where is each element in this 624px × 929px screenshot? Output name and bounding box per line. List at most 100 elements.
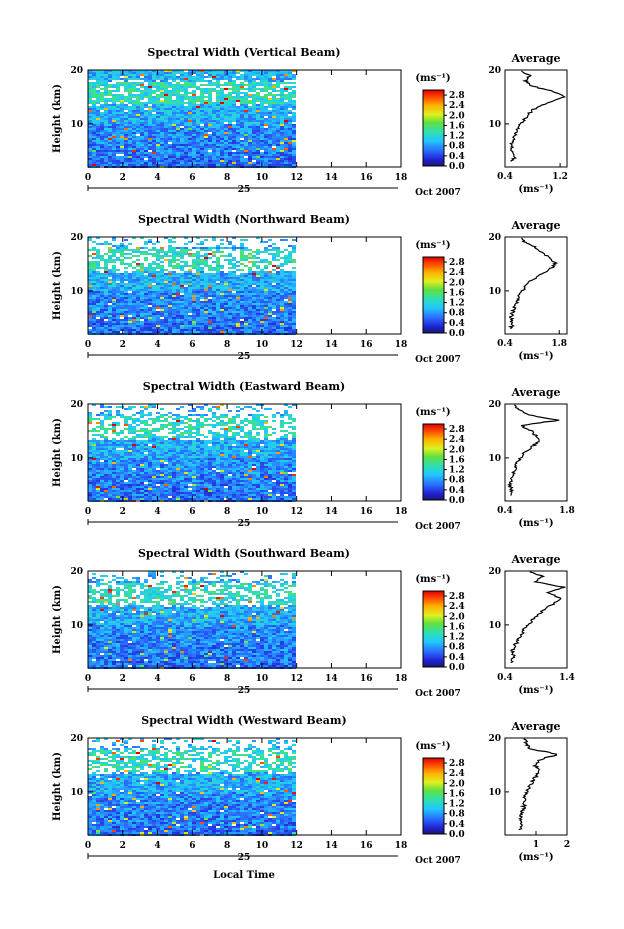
heatmap-cell	[116, 311, 120, 313]
heatmap-cell	[156, 124, 160, 126]
heatmap-cell	[268, 245, 272, 247]
heatmap-cell	[288, 94, 292, 96]
x-tick-label: 6	[189, 340, 195, 350]
heatmap-cell	[176, 414, 180, 416]
heatmap-cell	[128, 146, 132, 148]
heatmap-cell	[240, 317, 244, 319]
heatmap-cell	[204, 329, 208, 331]
heatmap-cell	[236, 283, 240, 285]
heatmap-cell	[140, 126, 144, 128]
heatmap-cell	[176, 428, 180, 430]
heatmap-cell	[264, 241, 268, 243]
heatmap-cell	[244, 70, 248, 72]
heatmap-cell	[156, 327, 160, 329]
heatmap-cell	[204, 275, 208, 277]
heatmap-cell	[188, 307, 192, 309]
heatmap-cell	[108, 104, 112, 106]
heatmap-cell	[264, 138, 268, 140]
heatmap-cell	[288, 142, 292, 144]
heatmap-cell	[272, 259, 276, 261]
heatmap-cell	[96, 277, 100, 279]
heatmap-cell	[236, 406, 240, 408]
heatmap-cell	[196, 406, 200, 408]
heatmap-cell	[184, 162, 188, 164]
heatmap-cell	[228, 309, 232, 311]
heatmap-cell	[252, 110, 256, 112]
heatmap-cell	[212, 122, 216, 124]
heatmap-cell	[108, 130, 112, 132]
heatmap-cell	[220, 293, 224, 295]
heatmap-cell	[156, 436, 160, 438]
heatmap-cell	[292, 277, 296, 279]
heatmap-cell	[220, 420, 224, 422]
heatmap-cell	[128, 116, 132, 118]
heatmap-cell	[152, 140, 156, 142]
heatmap-cell	[188, 271, 192, 273]
heatmap-cell	[284, 130, 288, 132]
heatmap-cell	[156, 106, 160, 108]
heatmap-cell	[136, 303, 140, 305]
heatmap-cell	[236, 72, 240, 74]
heatmap-cell	[148, 82, 152, 84]
heatmap-cell	[112, 158, 116, 160]
heatmap-cell	[156, 88, 160, 90]
heatmap-cell	[236, 295, 240, 297]
heatmap-cell	[244, 424, 248, 426]
heatmap-cell	[120, 150, 124, 152]
heatmap-cell	[220, 287, 224, 289]
heatmap-cell	[284, 142, 288, 144]
heatmap-cell	[192, 102, 196, 104]
heatmap-cell	[88, 148, 92, 150]
heatmap-cell	[248, 120, 252, 122]
heatmap-cell	[112, 114, 116, 116]
heatmap-cell	[188, 241, 192, 243]
heatmap-cell	[112, 424, 116, 426]
heatmap-cell	[248, 144, 252, 146]
heatmap-cell	[108, 134, 112, 136]
heatmap-cell	[196, 438, 200, 440]
heatmap-cell	[188, 160, 192, 162]
heatmap-cell	[260, 287, 264, 289]
heatmap-cell	[224, 422, 228, 424]
heatmap-cell	[260, 303, 264, 305]
heatmap-cell	[128, 303, 132, 305]
heatmap-cell	[268, 309, 272, 311]
heatmap-cell	[104, 82, 108, 84]
heatmap-cell	[136, 126, 140, 128]
heatmap-cell	[132, 428, 136, 430]
heatmap-cell	[104, 84, 108, 86]
heatmap-cell	[188, 86, 192, 88]
heatmap-cell	[188, 76, 192, 78]
heatmap-cell	[252, 134, 256, 136]
heatmap-cell	[116, 315, 120, 317]
heatmap-cell	[260, 104, 264, 106]
heatmap-cell	[96, 261, 100, 263]
heatmap-cell	[224, 112, 228, 114]
heatmap-cell	[288, 74, 292, 76]
heatmap-cell	[196, 426, 200, 428]
heatmap-cell	[176, 418, 180, 420]
heatmap-cell	[184, 108, 188, 110]
heatmap-cell	[204, 100, 208, 102]
heatmap-cell	[256, 289, 260, 291]
heatmap-cell	[152, 305, 156, 307]
heatmap-cell	[280, 239, 284, 241]
heatmap-cell	[88, 144, 92, 146]
colorbar-unit: (ms⁻¹)	[415, 73, 450, 84]
heatmap-cell	[128, 110, 132, 112]
heatmap-cell	[164, 98, 168, 100]
heatmap-cell	[120, 72, 124, 74]
heatmap-cell	[136, 72, 140, 74]
heatmap-cell	[104, 430, 108, 432]
heatmap-cell	[148, 291, 152, 293]
heatmap-cell	[284, 436, 288, 438]
heatmap-cell	[260, 96, 264, 98]
heatmap-cell	[292, 331, 296, 333]
heatmap-cell	[88, 285, 92, 287]
heatmap-cell	[252, 80, 256, 82]
heatmap-cell	[172, 132, 176, 134]
heatmap-cell	[256, 299, 260, 301]
heatmap-cell	[112, 325, 116, 327]
heatmap-cell	[140, 114, 144, 116]
heatmap-cell	[144, 285, 148, 287]
